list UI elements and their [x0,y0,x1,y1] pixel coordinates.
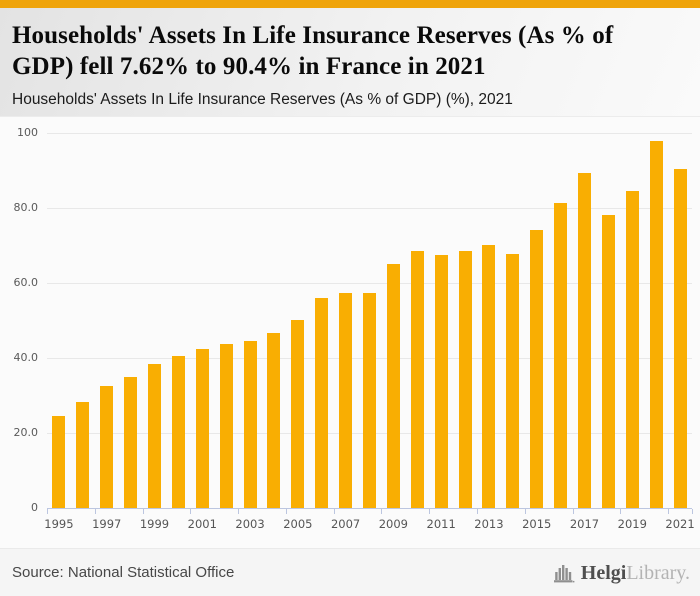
x-tick-label-1999: 1999 [139,517,170,531]
x-tick-label-2019: 2019 [617,517,647,531]
bar-2018 [601,215,615,508]
x-tick [286,509,287,514]
gridline-80.0 [47,208,692,209]
bar-2002 [219,344,233,508]
chart-subtitle: Households' Assets In Life Insurance Res… [12,91,513,108]
x-tick [143,509,144,514]
bar-2017 [578,173,591,508]
x-tick-label-2015: 2015 [522,517,552,531]
bar-2015 [530,230,544,508]
x-tick-label-2009: 2009 [378,517,409,531]
logo-text-library: Library. [626,561,690,584]
gridline-60.0 [47,283,692,284]
x-tick [334,509,335,514]
x-tick [238,509,239,514]
bar-2012 [458,251,472,508]
bar-2010 [410,251,424,508]
bar-2013 [482,245,496,508]
bar-2019 [625,191,639,508]
bar-1995 [52,416,66,508]
chart: 0 20.0 40.0 60.0 80.0 100 1995 1997 1999 2001 200… [0,117,700,548]
bar-1998 [124,377,138,508]
x-tick [429,509,430,514]
x-tick-label-1995: 1995 [44,517,74,531]
bar-2003 [243,341,257,508]
x-tick [190,509,191,514]
x-tick-label-2011: 2011 [426,517,456,531]
bar-2021 [673,169,687,508]
x-tick-label-2017: 2017 [569,517,600,531]
y-tick-label-100: 100 [17,126,38,139]
x-tick-end [692,509,693,514]
x-tick-label-2007: 2007 [330,517,361,531]
helgi-library-logo[interactable]: HelgiLibrary. [552,561,690,585]
x-tick [381,509,382,514]
bar-2011 [434,255,448,508]
bar-2007 [339,293,353,508]
y-tick-label-60.0: 60.0 [13,276,39,289]
y-tick-label-80.0: 80.0 [13,201,39,214]
x-tick [525,509,526,514]
y-tick-label-40.0: 40.0 [13,351,39,364]
bar-2006 [315,298,329,508]
bar-1999 [148,364,161,508]
x-tick-label-2003: 2003 [235,517,265,531]
source-note: Source: National Statistical Office [12,564,235,581]
y-tick-label-0: 0 [31,501,38,514]
x-tick [573,509,574,514]
logo-text-helgi: Helgi [580,561,627,584]
logo-organ-pipes-icon [552,561,576,585]
logo-text: HelgiLibrary. [581,563,690,583]
bar-2008 [363,293,376,508]
x-tick [668,509,669,514]
bar-2016 [554,203,568,508]
bar-2009 [386,264,400,508]
x-tick [47,509,48,514]
page-title: Households' Assets In Life Insurance Res… [12,22,614,80]
gridline-100 [47,133,692,134]
bar-2020 [649,141,663,508]
x-tick [95,509,96,514]
x-tick [620,509,621,514]
y-tick-label-20.0: 20.0 [13,426,39,439]
bar-2000 [171,356,185,508]
bar-1997 [100,386,114,508]
bar-2014 [506,254,520,508]
bar-2001 [195,349,209,508]
bar-2005 [291,320,305,508]
x-tick-label-1997: 1997 [92,517,122,531]
footer: Source: National Statistical Office Helg… [0,548,700,596]
header: Households' Assets In Life Insurance Res… [0,8,700,117]
bar-2004 [267,333,281,508]
x-tick-label-2013: 2013 [474,517,504,531]
x-tick [477,509,478,514]
x-tick-label-2005: 2005 [283,517,313,531]
plot-area [47,133,692,509]
x-tick-label-2001: 2001 [187,517,217,531]
x-axis: 1995 1997 1999 2001 2003 2005 2007 2009 2011 2013… [44,508,695,540]
bar-1996 [76,402,90,508]
x-tick-label-2021: 2021 [665,517,695,531]
brand-top-bar [0,0,700,8]
